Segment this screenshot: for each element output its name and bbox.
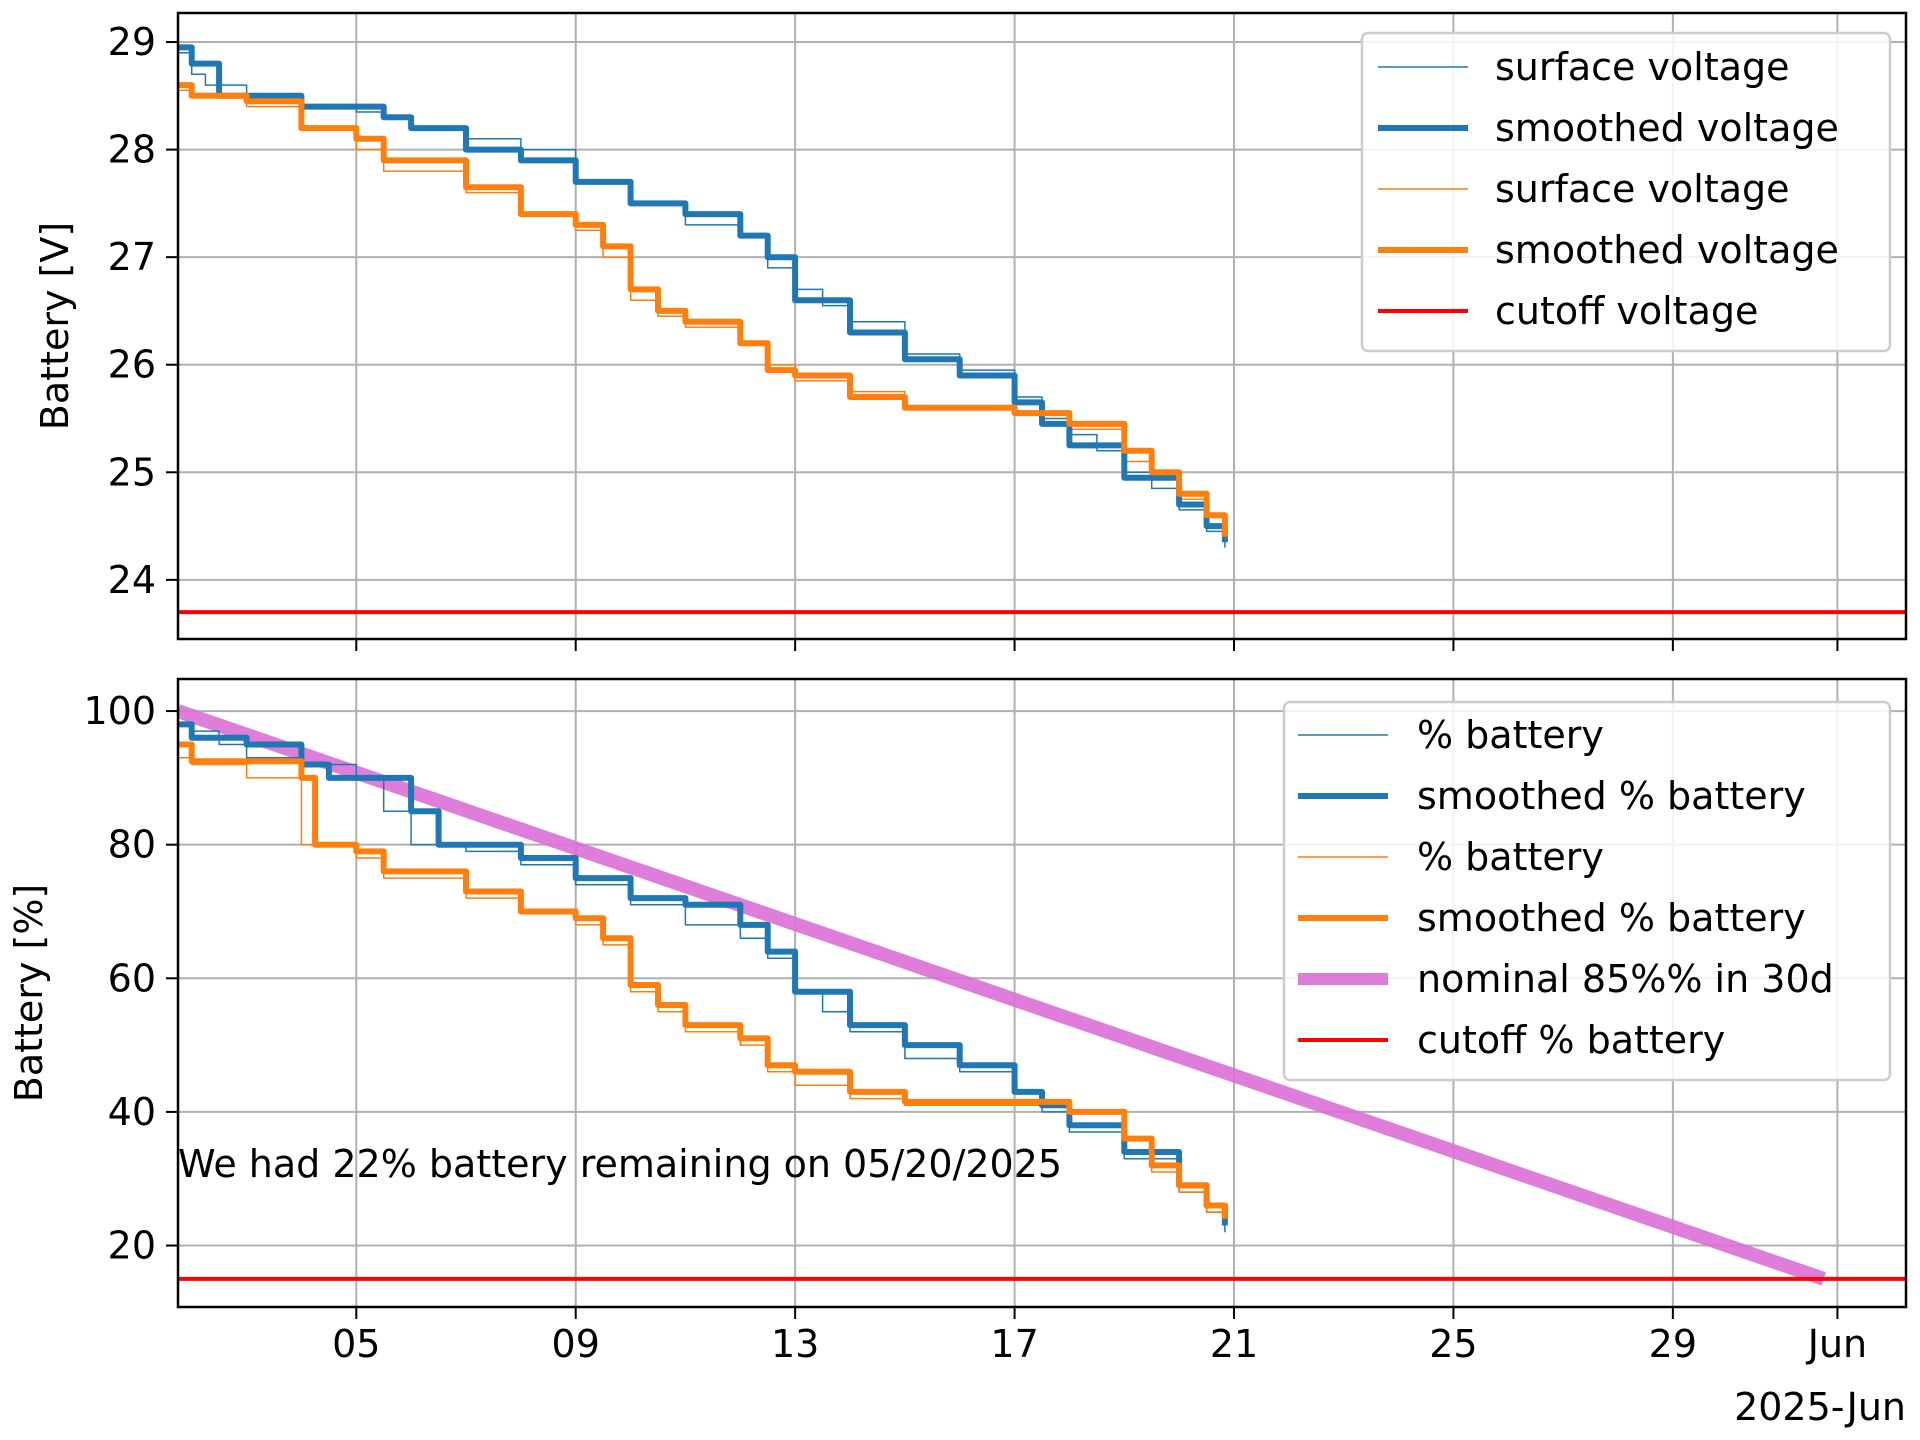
legend-label: smoothed % battery [1417, 774, 1806, 818]
series-line-2 [178, 44, 1228, 543]
percent-axes-frame [176, 677, 1908, 1309]
x-tick-label: 21 [1210, 1322, 1258, 1366]
legend-label: nominal 85%% in 30d [1417, 957, 1834, 1001]
x-axis-offset-label: 2025-Jun [1734, 1385, 1906, 1429]
percent-y-axis-label: Battery [%] [7, 884, 51, 1102]
percent-series [178, 704, 1906, 1286]
x-tick-label: Jun [1806, 1322, 1867, 1366]
legend-label: smoothed voltage [1495, 228, 1839, 272]
y-tick-label: 29 [108, 20, 156, 64]
y-tick-label: 60 [108, 956, 156, 1000]
series-line-4 [178, 82, 1228, 537]
y-tick-label: 26 [108, 343, 156, 387]
battery-remaining-annotation: We had 22% battery remaining on 05/20/20… [178, 1142, 1062, 1186]
legend-label: smoothed % battery [1417, 896, 1806, 940]
y-tick-label: 100 [83, 689, 156, 733]
y-tick-label: 24 [108, 558, 156, 602]
x-tick-label: 13 [771, 1322, 819, 1366]
series-line-4 [178, 741, 1228, 1219]
y-tick-label: 80 [108, 823, 156, 867]
x-tick-label: 29 [1649, 1322, 1697, 1366]
x-tick-label: 09 [552, 1322, 600, 1366]
series-line-5 [178, 704, 1826, 1286]
voltage-ticks: 24 25 26 27 28 29 [108, 20, 1839, 651]
voltage-series [178, 44, 1906, 615]
legend-label: % battery [1417, 713, 1604, 757]
legend-label: surface voltage [1495, 167, 1790, 211]
percent-ticks: 05 09 13 17 21 25 29 Jun 20 40 60 80 100 [83, 689, 1867, 1366]
voltage-panel: 24 25 26 27 28 29 Battery [V] surface voltage… [33, 11, 1908, 651]
y-tick-label: 27 [108, 235, 156, 279]
y-tick-label: 28 [108, 128, 156, 172]
x-tick-label: 05 [332, 1322, 380, 1366]
series-line-2 [178, 721, 1228, 1226]
percent-panel: 05 09 13 17 21 25 29 Jun 20 40 60 80 100 Battery [%]… [7, 677, 1908, 1429]
legend-label: cutoff voltage [1495, 289, 1758, 333]
y-tick-label: 40 [108, 1090, 156, 1134]
legend-label: smoothed voltage [1495, 106, 1839, 150]
legend-label: surface voltage [1495, 45, 1790, 89]
x-tick-label: 17 [990, 1322, 1038, 1366]
voltage-legend: surface voltage smoothed voltage surface v… [1360, 31, 1892, 353]
legend-box [1360, 31, 1892, 353]
legend-box [1282, 700, 1892, 1082]
legend-label: % battery [1417, 835, 1604, 879]
voltage-y-axis-label: Battery [V] [33, 222, 77, 430]
legend-label: cutoff % battery [1417, 1018, 1725, 1062]
y-tick-label: 25 [108, 450, 156, 494]
x-tick-label: 25 [1429, 1322, 1477, 1366]
y-tick-label: 20 [108, 1224, 156, 1268]
percent-legend: % battery smoothed % battery % battery smoo… [1282, 700, 1892, 1082]
voltage-axes-frame [176, 11, 1908, 641]
